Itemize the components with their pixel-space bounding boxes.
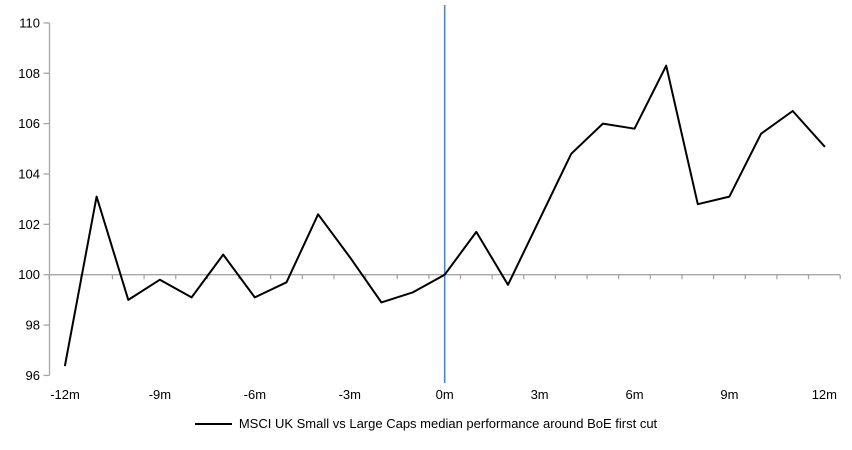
y-axis-label: 98 (26, 318, 40, 333)
x-axis-label: -9m (149, 387, 171, 402)
y-axis-label: 106 (18, 116, 40, 131)
y-axis-label: 96 (26, 368, 40, 383)
y-axis-label: 108 (18, 66, 40, 81)
legend: MSCI UK Small vs Large Caps median perfo… (0, 416, 852, 431)
x-axis-label: 0m (436, 387, 454, 402)
series-line-msci-uk-small-vs-large (64, 64, 826, 367)
y-axis-label: 110 (19, 15, 40, 30)
x-axis-label: -3m (339, 387, 361, 402)
y-axis-label: 104 (18, 166, 40, 181)
x-axis-label: 6m (625, 387, 643, 402)
x-axis-label: 12m (812, 387, 837, 402)
x-axis-label: 3m (531, 387, 549, 402)
y-axis-label: 102 (18, 217, 40, 232)
legend-line-swatch (194, 422, 232, 425)
x-axis-label: -12m (50, 387, 80, 402)
legend-label: MSCI UK Small vs Large Caps median perfo… (238, 416, 658, 431)
y-axis-label: 100 (18, 267, 40, 282)
x-axis-label: -6m (244, 387, 266, 402)
x-axis-label: 9m (720, 387, 738, 402)
